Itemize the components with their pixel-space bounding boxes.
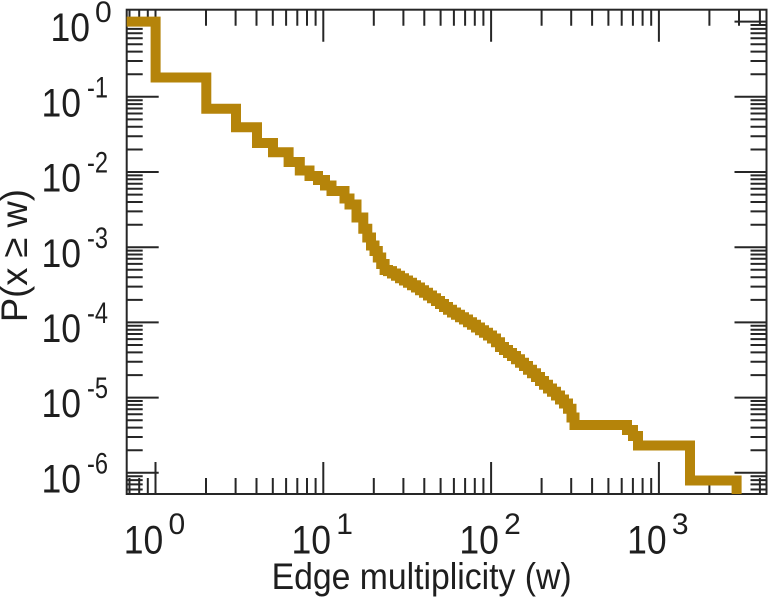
svg-text:10: 10 xyxy=(42,457,82,501)
svg-text:10: 10 xyxy=(42,81,82,125)
svg-text:10: 10 xyxy=(42,232,82,276)
svg-text:2: 2 xyxy=(504,508,521,541)
svg-text:10: 10 xyxy=(292,519,332,563)
svg-text:0: 0 xyxy=(95,0,112,29)
svg-text:10: 10 xyxy=(42,382,82,426)
svg-text:-6: -6 xyxy=(87,447,108,480)
svg-text:-1: -1 xyxy=(87,71,108,104)
svg-text:1: 1 xyxy=(336,508,353,541)
svg-text:-4: -4 xyxy=(87,297,108,330)
svg-text:-5: -5 xyxy=(87,372,108,405)
svg-text:10: 10 xyxy=(124,519,164,563)
svg-text:10: 10 xyxy=(51,6,91,50)
svg-text:3: 3 xyxy=(672,508,689,541)
svg-text:-3: -3 xyxy=(87,222,108,255)
svg-text:0: 0 xyxy=(169,508,186,541)
svg-text:10: 10 xyxy=(42,307,82,351)
svg-text:-2: -2 xyxy=(87,147,108,180)
svg-text:10: 10 xyxy=(627,519,667,563)
svg-text:P(x ≥ w): P(x ≥ w) xyxy=(0,189,35,322)
svg-text:10: 10 xyxy=(42,157,82,201)
svg-text:Edge multiplicity (w): Edge multiplicity (w) xyxy=(272,556,572,597)
svg-text:10: 10 xyxy=(459,519,499,563)
